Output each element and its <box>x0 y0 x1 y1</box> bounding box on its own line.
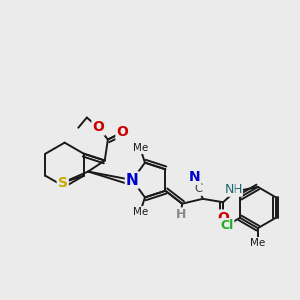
Text: O: O <box>217 211 229 224</box>
Text: Me: Me <box>133 143 148 153</box>
Text: N: N <box>126 172 139 188</box>
Text: O: O <box>92 121 104 134</box>
Text: Me: Me <box>133 207 148 217</box>
Text: Me: Me <box>250 238 266 248</box>
Text: N: N <box>224 183 234 196</box>
Text: O: O <box>116 125 128 139</box>
Text: H: H <box>232 183 242 196</box>
Text: S: S <box>58 176 68 190</box>
Text: H: H <box>176 208 186 221</box>
Text: N: N <box>188 170 200 184</box>
Text: C: C <box>195 182 203 195</box>
Text: Cl: Cl <box>220 219 233 232</box>
